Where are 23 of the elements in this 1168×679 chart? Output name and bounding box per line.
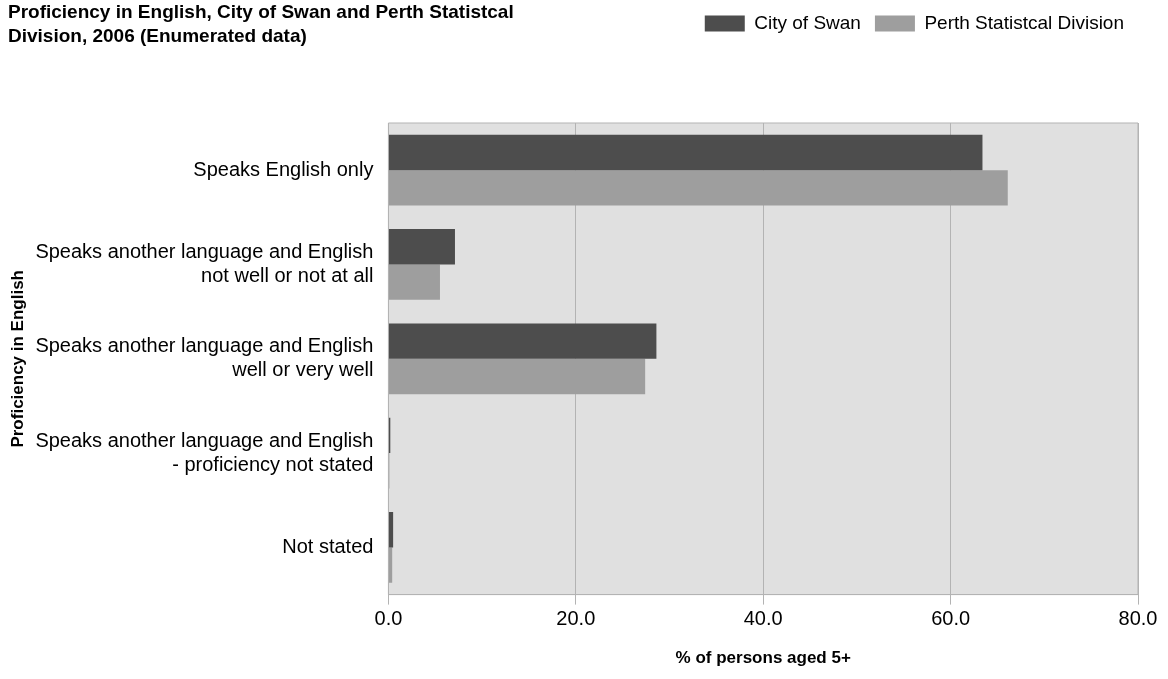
bar bbox=[388, 264, 440, 300]
y-axis-title: Proficiency in English bbox=[7, 270, 27, 448]
bar bbox=[388, 512, 394, 548]
x-tick-label: 40.0 bbox=[743, 607, 783, 630]
x-tick-label: 20.0 bbox=[556, 607, 596, 630]
bar bbox=[388, 358, 646, 395]
x-tick-label: 60.0 bbox=[931, 607, 971, 630]
bar bbox=[388, 170, 1008, 206]
y-tick-label: Speaks English only bbox=[193, 157, 374, 180]
bar bbox=[388, 323, 657, 359]
y-tick-label: Not stated bbox=[282, 534, 374, 557]
bar bbox=[388, 229, 455, 265]
legend-label: City of Swan bbox=[754, 11, 861, 33]
y-tick-label: Speaks another language and English not well or not at all bbox=[35, 240, 374, 286]
x-axis-title: % of persons aged 5+ bbox=[675, 648, 851, 668]
x-tick-label: 80.0 bbox=[1118, 607, 1158, 630]
bar bbox=[388, 134, 983, 171]
bar bbox=[388, 547, 393, 583]
y-tick-label: Speaks another language and English well or very well bbox=[35, 334, 374, 381]
y-tick-label: Speaks another language and English - proficiency not stated bbox=[35, 428, 374, 475]
x-tick-label: 0.0 bbox=[374, 607, 403, 630]
chart-title: Proficiency in English, City of Swan and Perth Statistcal Division, 2006 (Enumerated data) bbox=[8, 0, 515, 48]
legend-label: Perth Statistcal Division bbox=[924, 11, 1124, 33]
